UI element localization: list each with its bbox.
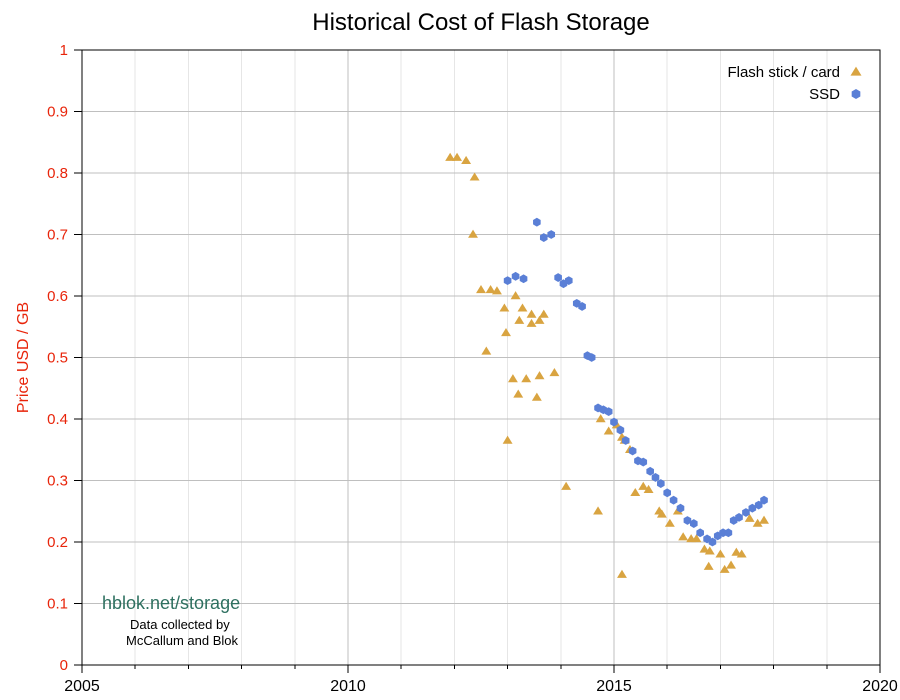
credit-line-2: McCallum and Blok	[126, 633, 238, 648]
legend-label: SSD	[809, 86, 840, 103]
y-tick-label: 0.4	[47, 411, 68, 428]
y-tick-label: 0.2	[47, 534, 68, 551]
y-tick-label: 0.3	[47, 473, 68, 490]
flash-storage-chart: 2005 2010 2015 2020 0 0.1 0.2 0.3 0.4 0.5 0.6 0.7 0.…	[0, 0, 900, 700]
y-tick-label: 0.7	[47, 227, 68, 244]
y-tick-label: 0.8	[47, 165, 68, 182]
legend-label: Flash stick / card	[727, 64, 840, 81]
x-tick-label: 2020	[862, 678, 898, 695]
y-tick-label: 0	[60, 657, 68, 674]
legend: Flash stick / card SSD	[727, 64, 861, 103]
grid	[82, 50, 880, 665]
y-tick-label: 0.9	[47, 104, 68, 121]
y-tick-label: 0.5	[47, 350, 68, 367]
y-axis: 0 0.1 0.2 0.3 0.4 0.5 0.6 0.7 0.8 0.9 1	[47, 42, 82, 674]
x-tick-label: 2005	[64, 678, 100, 695]
chart-title: Historical Cost of Flash Storage	[312, 9, 649, 36]
y-tick-label: 0.1	[47, 596, 68, 613]
y-tick-label: 1	[60, 42, 68, 59]
y-tick-label: 0.6	[47, 288, 68, 305]
series-ssd	[504, 218, 768, 547]
credit-line-1: Data collected by	[130, 617, 230, 632]
credit-link: hblok.net/storage	[102, 593, 240, 613]
x-axis: 2005 2010 2015 2020	[64, 665, 898, 695]
x-tick-label: 2015	[596, 678, 632, 695]
y-axis-title: Price USD / GB	[15, 302, 32, 413]
x-tick-label: 2010	[330, 678, 366, 695]
